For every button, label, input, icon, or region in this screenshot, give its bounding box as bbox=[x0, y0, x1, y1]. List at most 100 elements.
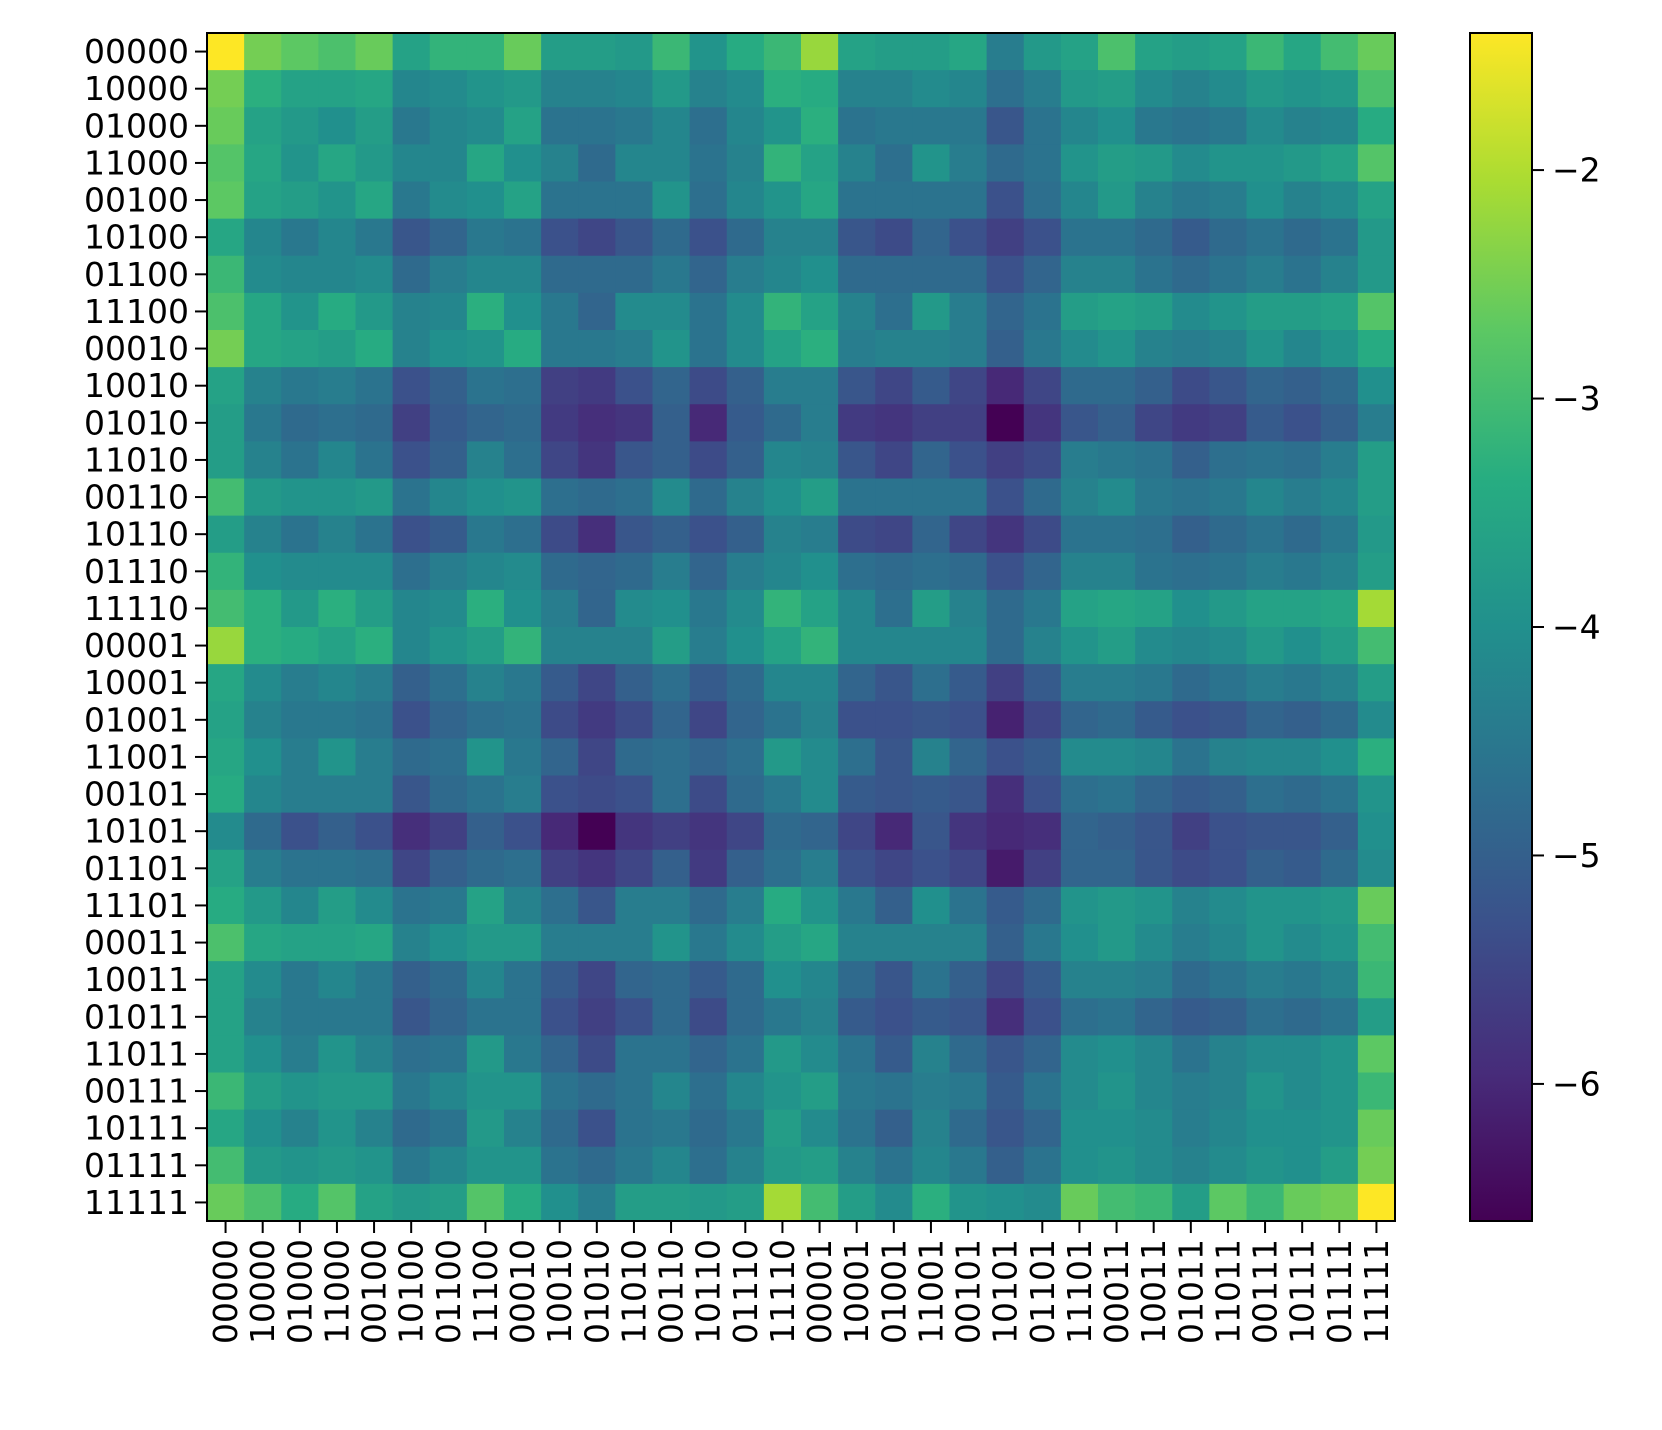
heatmap-cell bbox=[801, 812, 839, 851]
heatmap-cell bbox=[1060, 627, 1099, 665]
heatmap-cell bbox=[281, 589, 319, 628]
heatmap-cell bbox=[281, 1183, 319, 1222]
heatmap-cell bbox=[318, 330, 357, 368]
heatmap-cell bbox=[1135, 107, 1173, 145]
heatmap-cell bbox=[838, 181, 876, 220]
heatmap-cell bbox=[318, 441, 357, 480]
heatmap-cell bbox=[355, 218, 394, 257]
heatmap-cell bbox=[578, 998, 616, 1036]
heatmap-cell bbox=[986, 961, 1025, 999]
heatmap-cell bbox=[763, 404, 802, 442]
heatmap-cell bbox=[466, 812, 505, 851]
heatmap-cell bbox=[652, 255, 691, 294]
heatmap-cell bbox=[875, 552, 913, 591]
heatmap-cell bbox=[244, 849, 282, 888]
heatmap-cell bbox=[1246, 924, 1285, 962]
heatmap-cell bbox=[281, 1035, 319, 1074]
heatmap-cell bbox=[726, 367, 765, 405]
heatmap-cell bbox=[392, 515, 431, 554]
heatmap-cell bbox=[912, 330, 951, 368]
heatmap-cell bbox=[578, 627, 616, 665]
x-tick-label: 00110 bbox=[652, 1239, 691, 1344]
heatmap-cell bbox=[1135, 998, 1173, 1036]
heatmap-cell bbox=[244, 701, 282, 739]
heatmap-cell bbox=[1172, 627, 1210, 665]
heatmap-cell bbox=[281, 775, 319, 814]
heatmap-cell bbox=[281, 1072, 319, 1111]
heatmap-cell bbox=[1135, 812, 1173, 851]
heatmap-cell bbox=[949, 255, 988, 294]
heatmap-cell bbox=[355, 1072, 394, 1111]
heatmap-cell bbox=[1283, 330, 1322, 368]
heatmap-cell bbox=[689, 627, 728, 665]
heatmap-cell bbox=[466, 515, 505, 554]
y-tick-label: 01010 bbox=[84, 403, 189, 442]
heatmap-cell bbox=[726, 812, 765, 851]
heatmap-cell bbox=[1283, 70, 1322, 108]
heatmap-cell bbox=[1023, 664, 1062, 702]
heatmap-cell bbox=[504, 292, 542, 331]
heatmap-cell bbox=[615, 627, 654, 665]
heatmap-cell bbox=[244, 1109, 282, 1148]
heatmap-cell bbox=[1320, 1109, 1359, 1148]
heatmap-cell bbox=[1098, 330, 1136, 368]
heatmap-cell bbox=[726, 441, 765, 480]
colorbar-tick-label: −2 bbox=[1552, 151, 1601, 190]
heatmap-cell bbox=[726, 1109, 765, 1148]
heatmap-cell bbox=[652, 627, 691, 665]
heatmap-cell bbox=[504, 627, 542, 665]
heatmap-cell bbox=[1357, 886, 1396, 925]
heatmap-cell bbox=[1023, 886, 1062, 925]
heatmap-cell bbox=[1098, 1072, 1136, 1111]
heatmap-cell bbox=[838, 1146, 876, 1185]
y-tick-label: 00010 bbox=[84, 329, 189, 368]
heatmap-cell bbox=[578, 181, 616, 220]
heatmap-cell bbox=[1060, 552, 1099, 591]
heatmap-cell bbox=[652, 1072, 691, 1111]
heatmap-cell bbox=[726, 218, 765, 257]
heatmap-cell bbox=[1023, 812, 1062, 851]
heatmap-cell bbox=[355, 961, 394, 999]
heatmap-cell bbox=[207, 404, 245, 442]
heatmap-cell bbox=[392, 775, 431, 814]
heatmap-cell bbox=[1098, 107, 1136, 145]
heatmap-cell bbox=[689, 998, 728, 1036]
heatmap-cell bbox=[875, 218, 913, 257]
heatmap-cell bbox=[1172, 552, 1210, 591]
heatmap-cell bbox=[504, 478, 542, 517]
heatmap-cell bbox=[615, 107, 654, 145]
heatmap-cell bbox=[763, 218, 802, 257]
heatmap-cell bbox=[541, 330, 579, 368]
heatmap-cell bbox=[986, 255, 1025, 294]
heatmap-cell bbox=[318, 924, 357, 962]
heatmap-cell bbox=[1060, 886, 1099, 925]
heatmap-cell bbox=[207, 701, 245, 739]
heatmap-cell bbox=[1357, 441, 1396, 480]
heatmap-cell bbox=[615, 70, 654, 108]
heatmap-cell bbox=[986, 107, 1025, 145]
heatmap-cell bbox=[1320, 886, 1359, 925]
heatmap-cell bbox=[1246, 664, 1285, 702]
heatmap-cell bbox=[1098, 627, 1136, 665]
heatmap-cell bbox=[244, 886, 282, 925]
heatmap-cell bbox=[1246, 1072, 1285, 1111]
heatmap-cell bbox=[726, 330, 765, 368]
heatmap-cell bbox=[838, 961, 876, 999]
heatmap-cell bbox=[466, 701, 505, 739]
heatmap-cell bbox=[1098, 1035, 1136, 1074]
heatmap-cell bbox=[652, 1183, 691, 1222]
heatmap-cell bbox=[355, 849, 394, 888]
heatmap-cell bbox=[875, 701, 913, 739]
heatmap-cell bbox=[949, 998, 988, 1036]
heatmap-cell bbox=[1098, 701, 1136, 739]
heatmap-cell bbox=[578, 1109, 616, 1148]
heatmap-cell bbox=[726, 292, 765, 331]
heatmap-cell bbox=[578, 924, 616, 962]
heatmap-cell bbox=[763, 292, 802, 331]
heatmap-cell bbox=[1135, 255, 1173, 294]
x-tick-label: 01010 bbox=[577, 1239, 616, 1344]
heatmap-cell bbox=[689, 1146, 728, 1185]
heatmap-cell bbox=[652, 218, 691, 257]
heatmap-cell bbox=[281, 552, 319, 591]
y-axis: 0000010000010001100000100101000110011100… bbox=[84, 32, 207, 1222]
